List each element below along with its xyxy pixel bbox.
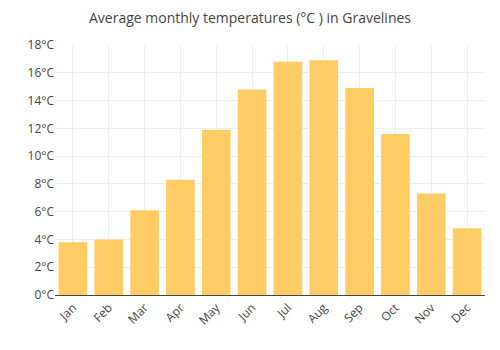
svg-text:Dec: Dec	[447, 299, 474, 326]
svg-text:4°C: 4°C	[34, 231, 54, 248]
svg-text:Jan: Jan	[55, 299, 80, 324]
svg-text:Mar: Mar	[124, 299, 152, 327]
svg-text:6°C: 6°C	[34, 203, 54, 220]
svg-text:8°C: 8°C	[34, 175, 54, 192]
svg-text:May: May	[195, 299, 224, 328]
svg-text:2°C: 2°C	[34, 258, 54, 275]
svg-text:Sep: Sep	[340, 299, 367, 326]
svg-text:Apr: Apr	[161, 299, 187, 325]
svg-text:Jun: Jun	[234, 299, 259, 324]
svg-text:Average monthly temperatures (: Average monthly temperatures (°C ) in Gr…	[89, 8, 411, 27]
svg-text:Feb: Feb	[89, 299, 115, 325]
svg-text:Aug: Aug	[304, 299, 332, 327]
svg-text:10°C: 10°C	[28, 147, 55, 164]
svg-text:16°C: 16°C	[28, 64, 55, 81]
svg-text:12°C: 12°C	[28, 120, 55, 137]
svg-text:Jul: Jul	[273, 299, 295, 321]
svg-text:18°C: 18°C	[28, 36, 55, 53]
svg-text:Nov: Nov	[411, 299, 439, 327]
svg-text:14°C: 14°C	[28, 92, 55, 109]
svg-text:0°C: 0°C	[34, 286, 54, 303]
svg-text:Oct: Oct	[377, 299, 403, 325]
